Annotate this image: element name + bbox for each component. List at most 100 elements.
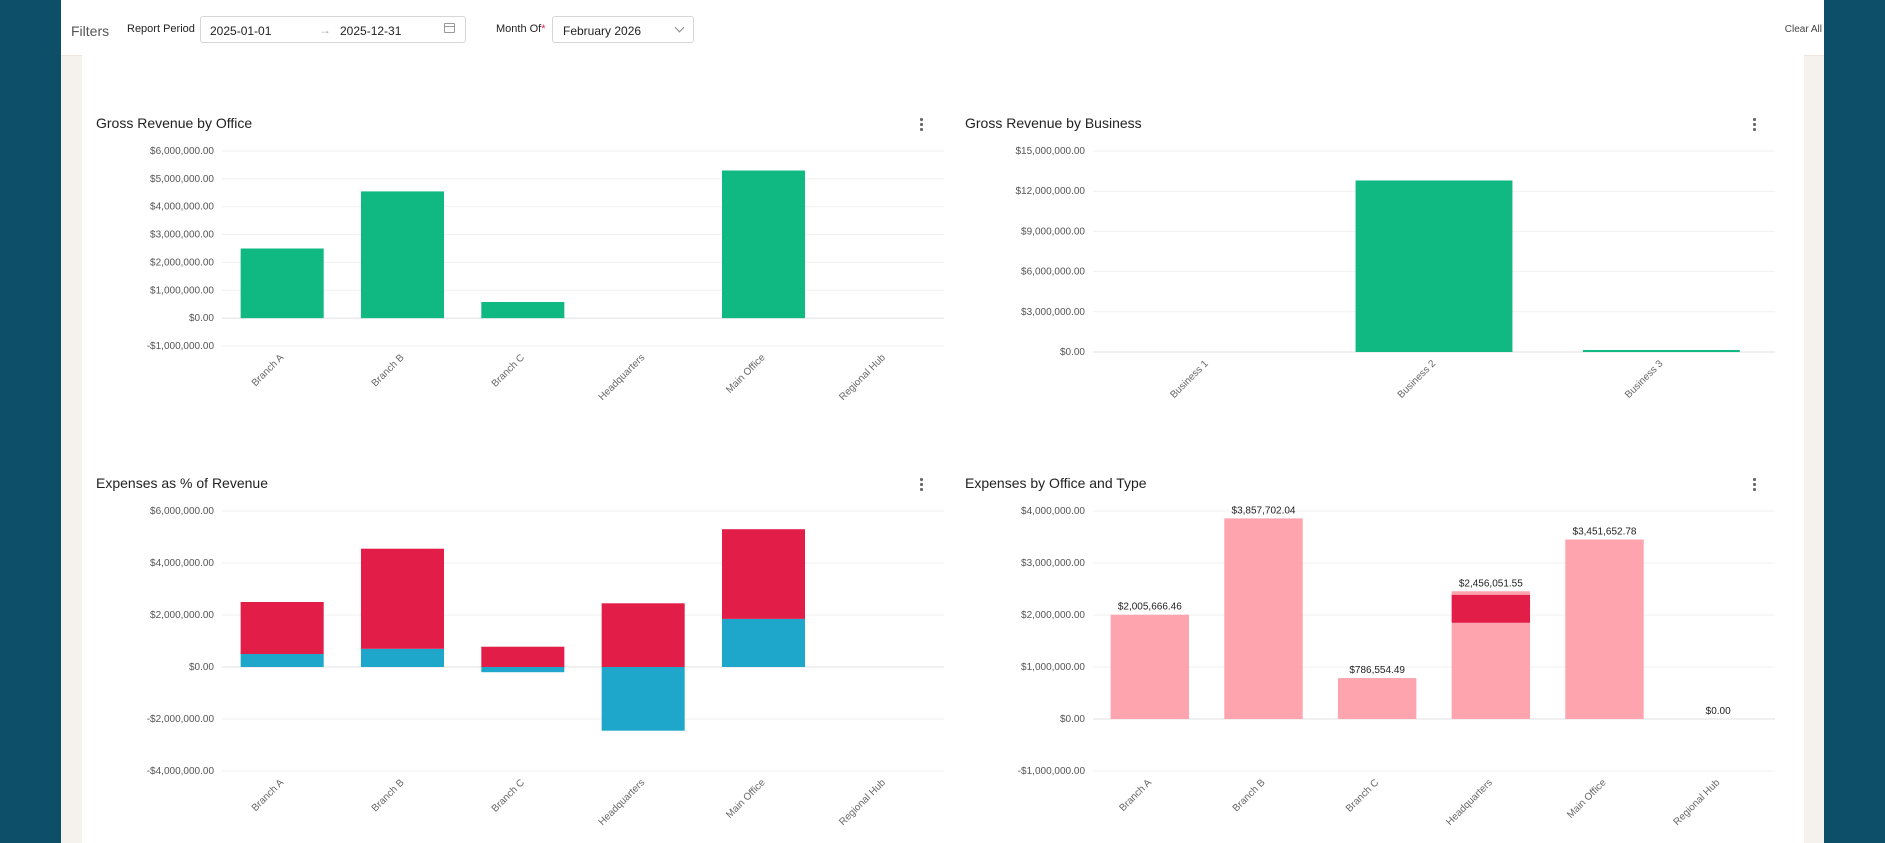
chevron-down-icon — [674, 22, 685, 33]
x-tick-label: Branch B — [370, 352, 407, 389]
y-tick-label: $0.00 — [189, 662, 214, 673]
kebab-menu-icon[interactable] — [914, 475, 928, 495]
bar[interactable] — [481, 646, 565, 667]
range-arrow-icon: → — [319, 23, 331, 37]
x-tick-label: Business 3 — [1623, 358, 1666, 401]
filter-bar: Filters Report Period 2025-01-01 → 2025-… — [61, 0, 1824, 56]
x-tick-label: Main Office — [724, 777, 768, 821]
y-tick-label: -$1,000,000.00 — [147, 341, 215, 352]
calendar-icon[interactable] — [444, 23, 455, 33]
kebab-menu-icon[interactable] — [1747, 115, 1761, 135]
y-tick-label: $0.00 — [1060, 347, 1085, 358]
y-tick-label: $6,000,000.00 — [1021, 267, 1085, 278]
bar[interactable] — [721, 618, 806, 667]
y-tick-label: $15,000,000.00 — [1015, 146, 1085, 157]
chart-title: Expenses by Office and Type — [965, 475, 1147, 491]
y-tick-label: $12,000,000.00 — [1015, 186, 1085, 197]
y-tick-label: $0.00 — [1060, 714, 1085, 725]
data-label: $2,456,051.55 — [1459, 578, 1523, 589]
chart-card-gross-revenue-by-office: Gross Revenue by Office $6,000,000.00 $5,… — [96, 115, 950, 455]
y-tick-label: $3,000,000.00 — [1021, 307, 1085, 318]
app-window: Filters Report Period 2025-01-01 → 2025-… — [61, 0, 1824, 843]
data-label: $3,451,652.78 — [1573, 527, 1637, 538]
x-tick-label: Branch C — [490, 777, 527, 814]
bar[interactable] — [721, 170, 806, 319]
y-tick-label: $4,000,000.00 — [150, 558, 214, 569]
bar[interactable] — [1451, 594, 1531, 623]
y-tick-label: $4,000,000.00 — [150, 202, 214, 213]
expenses-by-office-and-type-chart: $4,000,000.00 $3,000,000.00 $2,000,000.00 $… — [1018, 505, 1775, 828]
bar[interactable] — [481, 301, 565, 319]
end-date-input[interactable]: 2025-12-31 — [340, 24, 402, 38]
bar[interactable] — [360, 548, 445, 649]
y-tick-label: $1,000,000.00 — [1021, 662, 1085, 673]
x-tick-label: Headquarters — [597, 352, 648, 403]
gross-revenue-by-office-chart: $6,000,000.00 $5,000,000.00 $4,000,000.00 $… — [147, 146, 944, 403]
chart-title: Gross Revenue by Office — [96, 115, 253, 131]
expenses-as-pct-of-revenue-chart: $6,000,000.00 $4,000,000.00 $2,000,000.00 $… — [147, 506, 944, 828]
x-tick-label: Branch C — [1344, 777, 1381, 814]
y-tick-label: $6,000,000.00 — [150, 146, 214, 157]
x-tick-label: Branch A — [1117, 777, 1154, 814]
bar[interactable] — [601, 667, 685, 731]
chart-title: Expenses as % of Revenue — [96, 475, 268, 491]
y-tick-label: $2,000,000.00 — [150, 257, 214, 268]
x-tick-label: Main Office — [1565, 777, 1609, 821]
data-label: $2,005,666.46 — [1118, 602, 1182, 613]
y-tick-label: $6,000,000.00 — [150, 506, 214, 517]
bar[interactable] — [1110, 614, 1190, 719]
bar[interactable] — [1582, 349, 1740, 352]
y-tick-label: $5,000,000.00 — [150, 174, 214, 185]
y-tick-label: $9,000,000.00 — [1021, 226, 1085, 237]
x-tick-label: Regional Hub — [837, 777, 888, 828]
x-tick-label: Headquarters — [597, 777, 648, 828]
y-tick-label: $1,000,000.00 — [150, 285, 214, 296]
clear-all-button[interactable]: Clear All — [1784, 24, 1822, 35]
x-tick-label: Branch B — [370, 777, 407, 814]
y-tick-label: $2,000,000.00 — [1021, 610, 1085, 621]
x-tick-label: Branch C — [490, 352, 527, 389]
x-tick-label: Headquarters — [1444, 777, 1495, 828]
y-tick-label: $3,000,000.00 — [150, 230, 214, 241]
y-tick-label: -$4,000,000.00 — [147, 766, 215, 777]
y-tick-label: $0.00 — [189, 313, 214, 324]
bar[interactable] — [1224, 518, 1303, 719]
report-period-range-picker[interactable]: 2025-01-01 → 2025-12-31 — [200, 16, 466, 43]
bar[interactable] — [1451, 591, 1531, 595]
y-tick-label: $4,000,000.00 — [1021, 506, 1085, 517]
month-of-label-text: Month Of — [496, 23, 542, 35]
x-tick-label: Branch A — [250, 777, 287, 814]
x-tick-label: Branch B — [1231, 777, 1268, 814]
x-tick-label: Business 1 — [1168, 358, 1211, 401]
bar[interactable] — [481, 667, 565, 673]
data-label: $0.00 — [1706, 706, 1731, 717]
start-date-input[interactable]: 2025-01-01 — [210, 24, 272, 38]
x-tick-label: Regional Hub — [837, 352, 888, 403]
bar[interactable] — [1337, 678, 1417, 719]
chart-card-gross-revenue-by-business: Gross Revenue by Business $15,000,000.00… — [965, 115, 1783, 455]
chart-title: Gross Revenue by Business — [965, 115, 1142, 131]
month-of-value: February 2026 — [563, 24, 642, 38]
bar[interactable] — [240, 654, 324, 667]
bar[interactable] — [1355, 180, 1513, 352]
required-marker: * — [541, 23, 546, 35]
x-tick-label: Main Office — [724, 352, 768, 396]
month-of-select[interactable]: February 2026 — [552, 16, 694, 43]
bar[interactable] — [240, 248, 324, 319]
chart-card-expenses-as-pct-of-revenue: Expenses as % of Revenue $6,000,000.00 $4… — [96, 475, 950, 843]
data-label: $786,554.49 — [1349, 665, 1405, 676]
bar[interactable] — [1451, 622, 1531, 719]
data-label: $3,857,702.04 — [1232, 505, 1296, 516]
bar[interactable] — [601, 603, 685, 667]
kebab-menu-icon[interactable] — [914, 115, 928, 135]
y-tick-label: $2,000,000.00 — [150, 610, 214, 621]
bar[interactable] — [1565, 539, 1644, 719]
y-tick-label: -$1,000,000.00 — [1018, 766, 1086, 777]
bar[interactable] — [360, 191, 445, 319]
bar[interactable] — [240, 602, 324, 654]
x-tick-label: Regional Hub — [1672, 777, 1723, 828]
bar[interactable] — [360, 648, 445, 667]
dashboard-panel: Gross Revenue by Office $6,000,000.00 $5,… — [82, 55, 1804, 843]
bar[interactable] — [721, 529, 806, 619]
kebab-menu-icon[interactable] — [1747, 475, 1761, 495]
